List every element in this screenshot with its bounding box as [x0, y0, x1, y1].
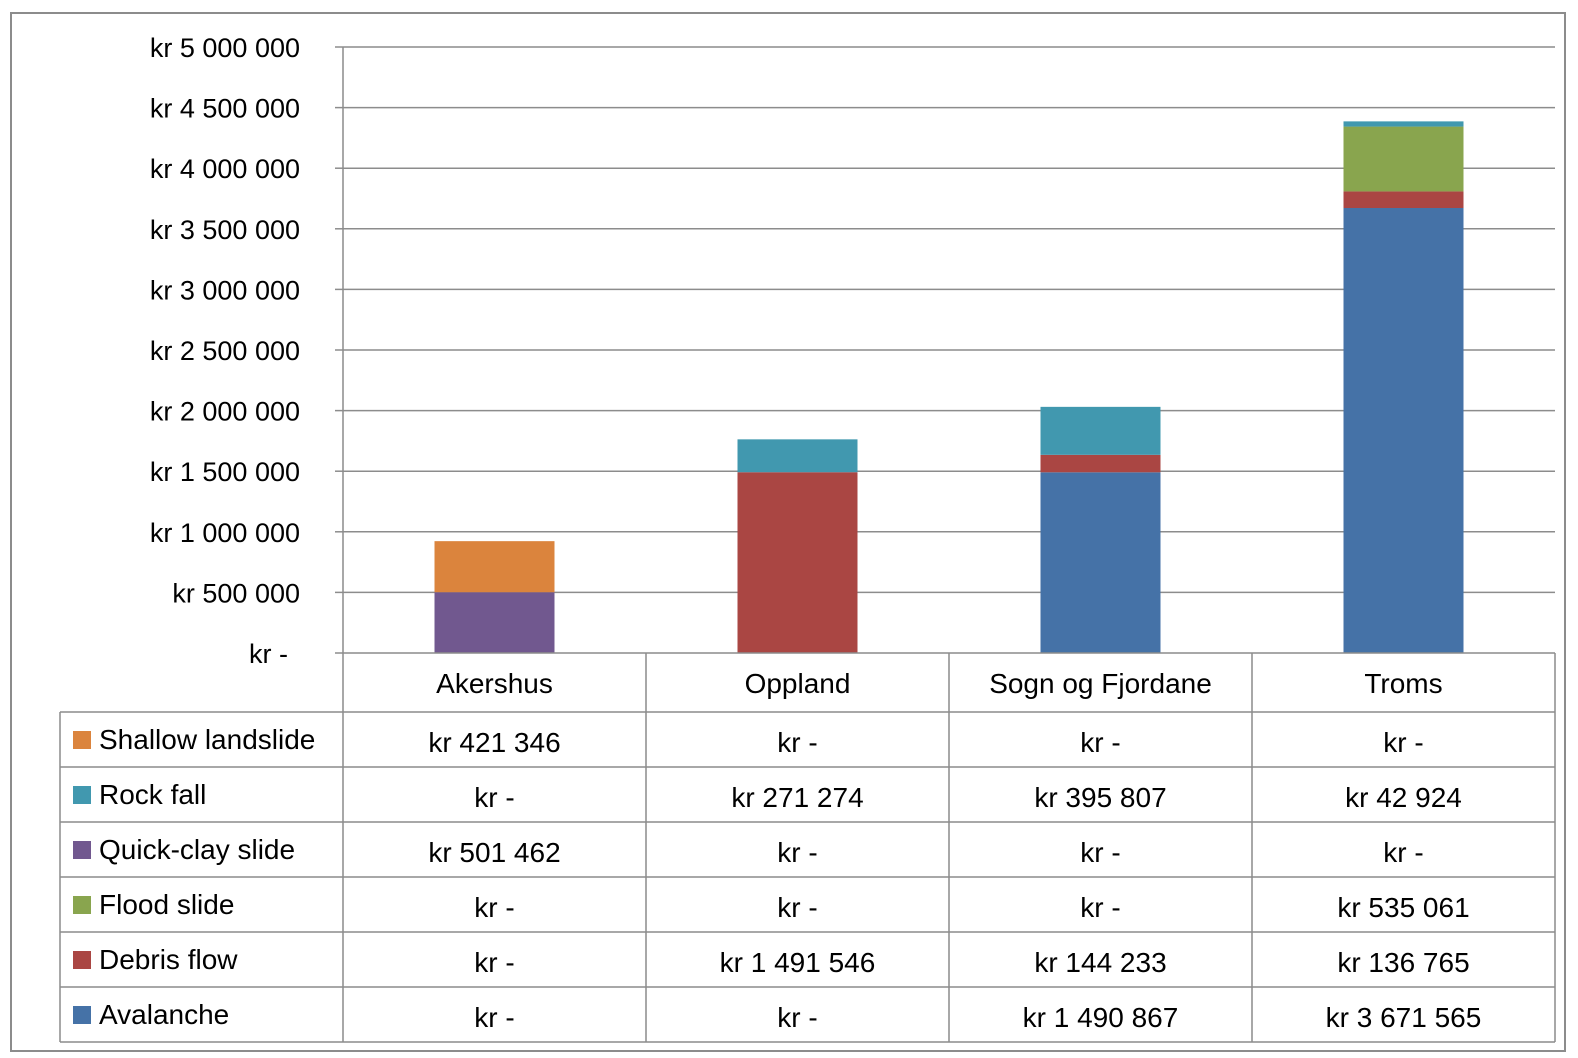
data-table-cell: kr -	[474, 947, 514, 978]
bar-segment	[1343, 126, 1464, 192]
legend-label: Quick-clay slide	[99, 834, 295, 865]
x-category-label: Akershus	[436, 668, 553, 699]
data-table-cell: kr 501 462	[428, 837, 560, 868]
x-category-label: Oppland	[745, 668, 851, 699]
data-table-cell: kr -	[1080, 837, 1120, 868]
legend-key	[73, 841, 91, 859]
y-tick-label: kr 1 500 000	[150, 457, 300, 487]
data-table-cell: kr -	[1080, 727, 1120, 758]
x-category-label: Troms	[1364, 668, 1442, 699]
legend-label: Flood slide	[99, 889, 234, 920]
data-table-cell: kr 271 274	[731, 782, 863, 813]
y-tick-label: kr 2 000 000	[150, 397, 300, 427]
bar-segment	[1040, 454, 1161, 473]
chart-frame	[10, 12, 1566, 1052]
data-table-cell: kr -	[1080, 892, 1120, 923]
bar-segment	[737, 439, 858, 473]
bar-segment	[434, 592, 555, 653]
y-tick-label: kr 500 000	[172, 578, 300, 608]
data-table-cell: kr -	[777, 1002, 817, 1033]
bar-segment	[434, 541, 555, 593]
data-table-cell: kr -	[1383, 727, 1423, 758]
bar-segment	[1343, 121, 1464, 127]
data-table-cell: kr -	[474, 782, 514, 813]
y-tick-label: kr 5 000 000	[150, 33, 300, 63]
bar-segment	[737, 472, 858, 653]
data-table-cell: kr -	[777, 727, 817, 758]
data-table-cell: kr -	[1383, 837, 1423, 868]
legend-key	[73, 896, 91, 914]
data-table-cell: kr 3 671 565	[1326, 1002, 1482, 1033]
y-tick-label: kr -	[249, 639, 288, 669]
legend-key	[73, 951, 91, 969]
legend-key	[73, 786, 91, 804]
data-table-cell: kr 421 346	[428, 727, 560, 758]
x-category-label: Sogn og Fjordane	[989, 668, 1212, 699]
y-tick-label: kr 4 500 000	[150, 94, 300, 124]
data-table-cell: kr 395 807	[1034, 782, 1166, 813]
legend-label: Debris flow	[99, 944, 238, 975]
legend-label: Shallow landslide	[99, 724, 315, 755]
legend-label: Avalanche	[99, 999, 229, 1030]
legend-label: Rock fall	[99, 779, 206, 810]
y-tick-label: kr 1 000 000	[150, 518, 300, 548]
bar-segment	[1343, 191, 1464, 209]
y-tick-label: kr 4 000 000	[150, 154, 300, 184]
data-table-cell: kr 1 490 867	[1023, 1002, 1179, 1033]
data-table-cell: kr -	[474, 1002, 514, 1033]
data-table-cell: kr 136 765	[1337, 947, 1469, 978]
legend-key	[73, 731, 91, 749]
data-table-cell: kr -	[777, 837, 817, 868]
legend-key	[73, 1006, 91, 1024]
y-tick-label: kr 3 500 000	[150, 215, 300, 245]
y-tick-label: kr 2 500 000	[150, 336, 300, 366]
data-table-cell: kr 144 233	[1034, 947, 1166, 978]
data-table-cell: kr -	[474, 892, 514, 923]
data-table-cell: kr 42 924	[1345, 782, 1462, 813]
bar-segment	[1343, 208, 1464, 653]
y-tick-label: kr 3 000 000	[150, 275, 300, 305]
bar-segment	[1040, 472, 1161, 653]
data-table-cell: kr 1 491 546	[720, 947, 876, 978]
data-table-cell: kr -	[777, 892, 817, 923]
data-table-cell: kr 535 061	[1337, 892, 1469, 923]
bar-segment	[1040, 406, 1161, 455]
